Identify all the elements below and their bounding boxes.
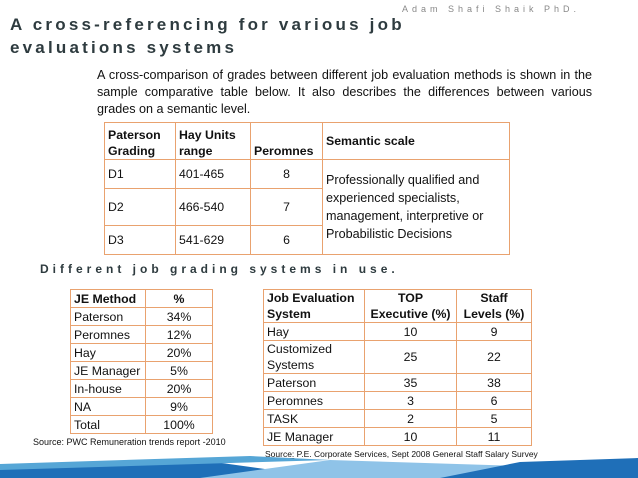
cell: Peromnes	[70, 325, 146, 344]
cell: Hay	[263, 322, 365, 341]
row: Total 100%	[70, 415, 213, 434]
cell: Peromnes	[263, 391, 365, 410]
stripe	[0, 456, 330, 470]
cell: TASK	[263, 409, 365, 428]
row: Customized Systems 25 22	[263, 340, 532, 374]
cell: 10	[364, 322, 457, 341]
title: A cross-referencing for various job eval…	[10, 15, 405, 57]
author: Adam Shafi Shaik PhD.	[401, 4, 580, 14]
header-cell: JE Method	[70, 289, 146, 308]
source: Source: P.E. Corporate Services, Sept 20…	[265, 449, 538, 459]
header-cell: TOP Executive (%)	[364, 289, 457, 323]
cell: D2	[104, 188, 176, 226]
header-cell: Peromnes	[250, 122, 323, 160]
header-cell: Semantic scale	[322, 122, 510, 160]
cell: 7	[250, 188, 323, 226]
row: Paterson 35 38	[263, 373, 532, 392]
source: Source: PWC Remuneration trends report -…	[33, 437, 226, 447]
row: D3 541-629 6	[104, 225, 510, 255]
cell: JE Manager	[263, 427, 365, 446]
row: D1 401-465 8 Professionally qualified an…	[104, 159, 510, 255]
row: NA 9%	[70, 397, 213, 416]
cell: 3	[364, 391, 457, 410]
header-cell: %	[145, 289, 213, 308]
footer-stripes	[0, 456, 638, 478]
source-label: Source:	[265, 449, 295, 459]
row: Paterson 34%	[70, 307, 213, 326]
cell: 11	[456, 427, 532, 446]
cell: 35	[364, 373, 457, 392]
cell: 10	[364, 427, 457, 446]
row: In-house 20%	[70, 379, 213, 398]
header-cell: Paterson Grading	[104, 122, 176, 160]
header-row: Job Evaluation System TOP Executive (%) St…	[263, 289, 532, 323]
cell: 5	[456, 409, 532, 428]
row: JE Manager 5%	[70, 361, 213, 380]
cell: 8	[250, 159, 323, 189]
cell: 12%	[145, 325, 213, 344]
cell: Customized Systems	[263, 340, 365, 374]
cell: D1	[104, 159, 176, 189]
cell: Paterson	[70, 307, 146, 326]
source-text: P.E. Corporate Services, Sept 2008 Gener…	[296, 449, 538, 459]
cell: 541-629	[175, 225, 251, 255]
cell: In-house	[70, 379, 146, 398]
row: Peromnes 3 6	[263, 391, 532, 410]
stripe	[440, 458, 638, 478]
cell: 5%	[145, 361, 213, 380]
row: TASK 2 5	[263, 409, 532, 428]
cell: Hay	[70, 343, 146, 362]
cell: 6	[456, 391, 532, 410]
usage-table: Job Evaluation System TOP Executive (%) St…	[263, 289, 532, 446]
cell: 9%	[145, 397, 213, 416]
row: Hay 20%	[70, 343, 213, 362]
cell: 20%	[145, 343, 213, 362]
cell: 20%	[145, 379, 213, 398]
cell: 38	[456, 373, 532, 392]
cell: D3	[104, 225, 176, 255]
stripe	[200, 460, 520, 478]
semantic-cell: Professionally qualified and experienced…	[322, 159, 510, 255]
cell: 25	[364, 340, 457, 374]
subtitle: Different job grading systems in use.	[40, 262, 399, 276]
row: Peromnes 12%	[70, 325, 213, 344]
intro-text: A cross-comparison of grades between dif…	[97, 68, 592, 116]
cell: 466-540	[175, 188, 251, 226]
je-method-table: JE Method% Paterson 34% Peromnes 12% Hay 20% JE…	[70, 289, 213, 434]
cell: 100%	[145, 415, 213, 434]
cell: Paterson	[263, 373, 365, 392]
cell: 6	[250, 225, 323, 255]
row: D2 466-540 7	[104, 188, 510, 226]
header-cell: Staff Levels (%)	[456, 289, 532, 323]
row: Hay 10 9	[263, 322, 532, 341]
cell: 22	[456, 340, 532, 374]
cell: Total	[70, 415, 146, 434]
cell: 34%	[145, 307, 213, 326]
cell: 9	[456, 322, 532, 341]
header-cell: Job Evaluation System	[263, 289, 365, 323]
header-cell: Hay Units range	[175, 122, 251, 160]
header-row: JE Method%	[70, 289, 213, 308]
cell: NA	[70, 397, 146, 416]
row: JE Manager 10 11	[263, 427, 532, 446]
grading-table: Paterson Grading Hay Units range Peromne…	[104, 122, 510, 255]
cell: JE Manager	[70, 361, 146, 380]
header-row: Paterson Grading Hay Units range Peromne…	[104, 122, 510, 160]
cell: 401-465	[175, 159, 251, 189]
cell: 2	[364, 409, 457, 428]
